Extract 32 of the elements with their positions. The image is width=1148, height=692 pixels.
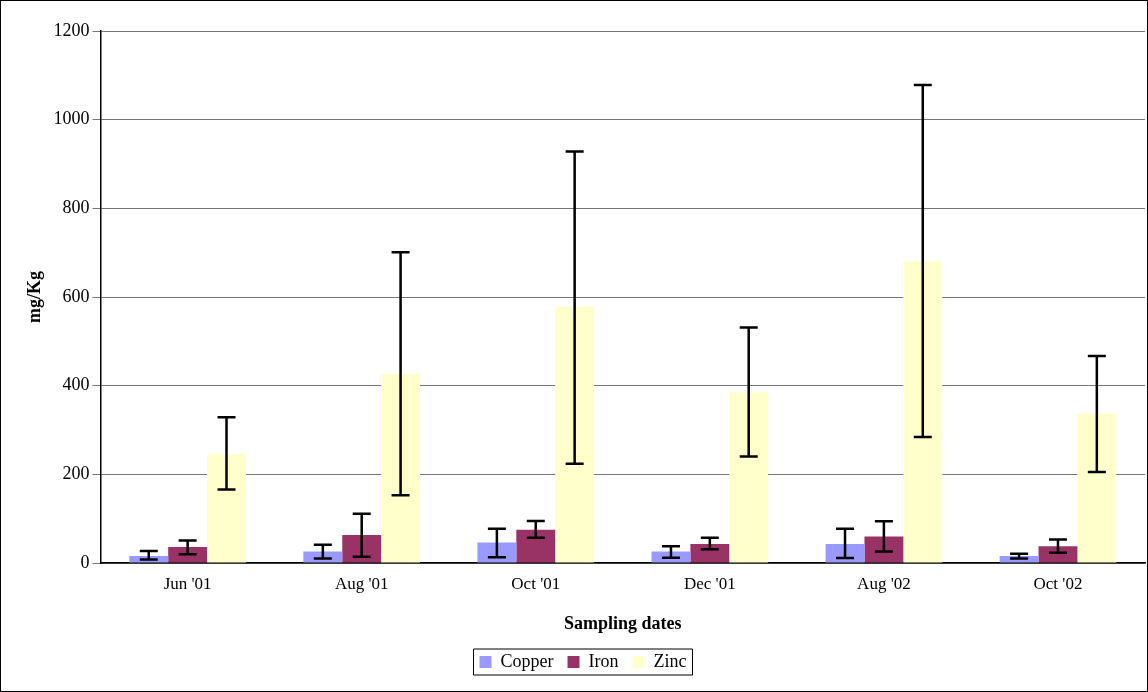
bar	[516, 529, 556, 563]
bar	[903, 261, 943, 563]
bar	[555, 306, 595, 563]
y-tick-label: 0	[80, 551, 90, 572]
bar	[168, 547, 208, 563]
y-tick-label: 600	[62, 285, 90, 306]
y-tick-label: 800	[62, 197, 90, 218]
legend-label: Iron	[588, 650, 619, 671]
x-axis-title: Sampling dates	[564, 612, 682, 633]
y-axis-title: mg/Kg	[24, 271, 45, 323]
x-tick-label: Dec '01	[683, 573, 736, 593]
bar	[477, 542, 517, 563]
bar	[864, 536, 904, 563]
legend-label: Copper	[500, 650, 554, 671]
bar	[690, 543, 730, 563]
bar	[342, 535, 382, 563]
bar	[1038, 546, 1078, 563]
legend-label: Zinc	[653, 650, 687, 671]
x-tick-label: Jun '01	[163, 573, 212, 593]
x-tick-label: Aug '02	[857, 573, 911, 593]
x-tick-label: Oct '02	[1033, 573, 1083, 593]
bar	[729, 392, 769, 563]
bar	[207, 453, 246, 563]
y-tick-label: 1000	[53, 108, 90, 129]
y-tick-label: 400	[62, 374, 90, 395]
x-tick-label: Oct '01	[511, 573, 561, 593]
y-tick-label: 1200	[53, 19, 90, 40]
y-tick-label: 200	[62, 463, 90, 484]
bar	[1077, 413, 1117, 563]
bar	[825, 543, 865, 563]
bar	[381, 373, 421, 563]
x-tick-label: Aug '01	[334, 573, 389, 593]
